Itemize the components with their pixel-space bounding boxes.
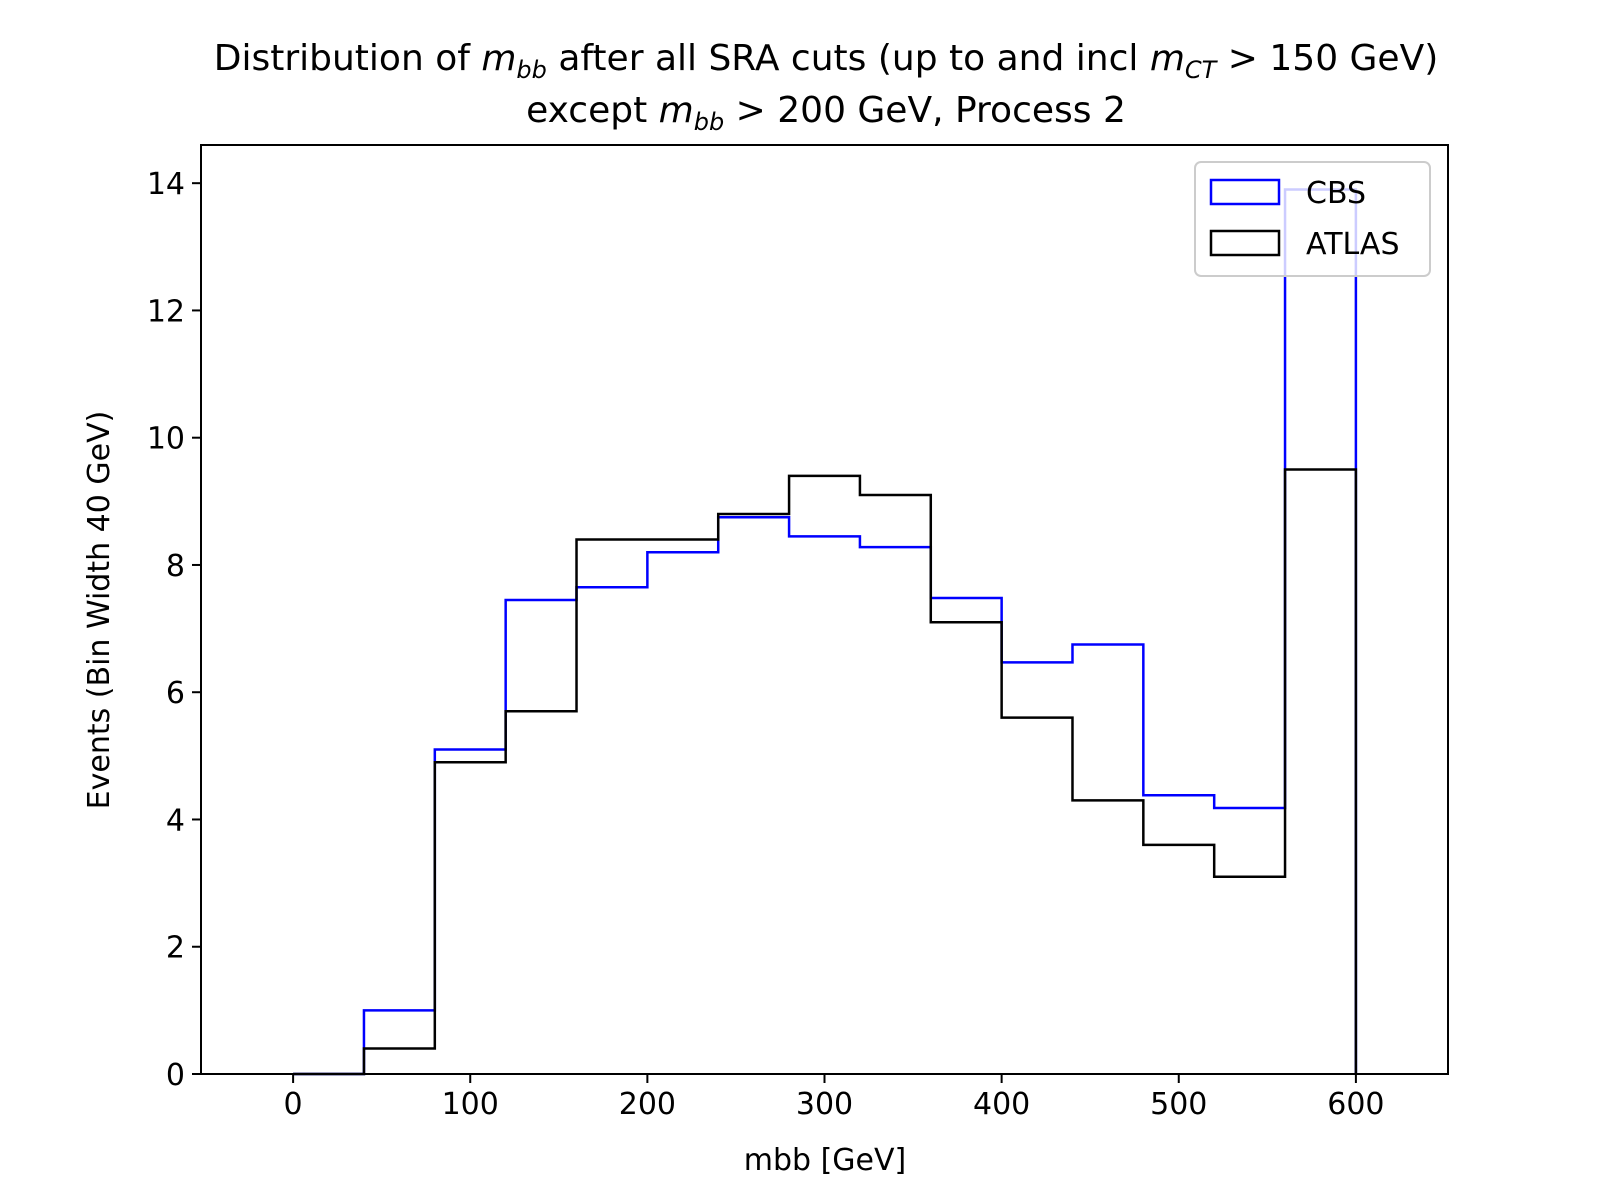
y-tick-label-8: 8	[166, 549, 185, 584]
chart-title-line2: except mbb > 200 GeV, Process 2	[526, 90, 1126, 136]
x-tick-label-600: 600	[1327, 1087, 1384, 1122]
series-atlas-step	[293, 468, 1358, 1076]
x-tick-label-200: 200	[619, 1087, 676, 1122]
legend-frame	[1194, 161, 1431, 277]
x-tick-label-100: 100	[442, 1087, 499, 1122]
y-tick-label-4: 4	[166, 803, 185, 838]
y-tick-label-12: 12	[147, 294, 185, 329]
histogram-steps	[293, 188, 1358, 1076]
y-axis-label: Events (Bin Width 40 GeV)	[82, 411, 117, 810]
legend-label-cbs: CBS	[1306, 176, 1366, 211]
y-tick-label-0: 0	[166, 1058, 185, 1093]
legend: CBS ATLAS	[1194, 161, 1431, 277]
legend-swatch-cbs	[1209, 178, 1281, 206]
chart-title-line1: Distribution of mbb after all SRA cuts (…	[214, 38, 1439, 84]
series-cbs-step	[293, 188, 1358, 1076]
legend-swatch-atlas	[1209, 229, 1281, 257]
x-tick-label-300: 300	[796, 1087, 853, 1122]
y-tick-label-10: 10	[147, 422, 185, 457]
legend-label-atlas: ATLAS	[1306, 227, 1400, 262]
x-tick-label-500: 500	[1150, 1087, 1207, 1122]
axes-frame	[200, 144, 1449, 1075]
y-tick-label-14: 14	[147, 167, 185, 202]
x-tick-label-0: 0	[284, 1087, 303, 1122]
axes: 0 100 200 300 400 500 600 0 2 4 6 8 10 12 14	[147, 144, 1449, 1122]
y-tick-label-6: 6	[166, 676, 185, 711]
x-axis-label: mbb [GeV]	[744, 1143, 906, 1178]
x-tick-label-400: 400	[973, 1087, 1030, 1122]
y-tick-label-2: 2	[166, 931, 185, 966]
